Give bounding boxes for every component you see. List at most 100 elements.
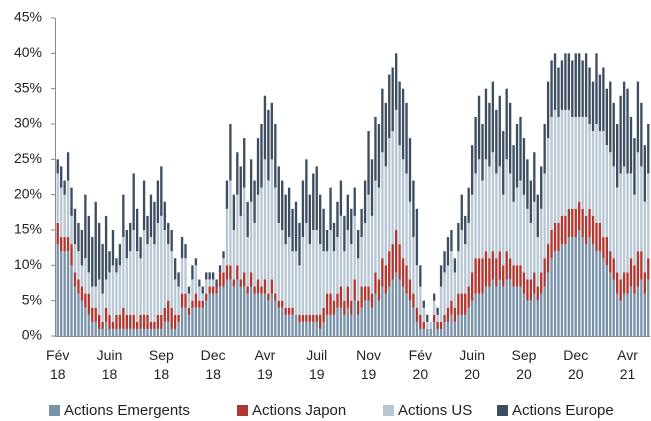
bar-segment — [640, 102, 643, 167]
bar-segment — [453, 258, 457, 273]
bar-segment — [287, 314, 291, 336]
bar-segment — [263, 293, 267, 336]
bar-segment — [498, 279, 501, 336]
bar-segment — [184, 244, 187, 259]
bar-segment — [201, 307, 204, 336]
bar-segment — [236, 152, 239, 195]
bar-segment — [287, 187, 291, 238]
bar-segment — [464, 215, 467, 245]
bar-segment — [578, 53, 581, 117]
bar-segment — [591, 215, 595, 245]
bar-segment — [236, 194, 239, 266]
bar-segment — [363, 180, 367, 223]
bar-segment — [481, 124, 484, 181]
bar-segment — [584, 53, 588, 117]
bar-segment — [236, 279, 239, 336]
bar-segment — [187, 307, 191, 315]
bar-segment — [315, 166, 318, 230]
bar-segment — [419, 286, 422, 315]
bar-segment — [616, 293, 619, 336]
bar-segment — [274, 300, 277, 336]
bar-segment — [429, 328, 432, 336]
bar-segment — [91, 307, 94, 322]
bar-segment — [609, 251, 612, 273]
bar-segment — [502, 131, 505, 195]
bar-segment — [270, 293, 274, 336]
bar-segment — [460, 314, 463, 336]
bar-segment — [388, 286, 391, 336]
bar-segment — [170, 251, 173, 308]
bar-segment — [153, 244, 156, 322]
legend-swatch — [49, 405, 60, 416]
bar-segment — [477, 159, 481, 259]
bar-segment — [246, 286, 249, 294]
bar-segment — [198, 307, 201, 336]
bar-segment — [184, 307, 187, 336]
bar-segment — [301, 314, 305, 322]
y-tick-label: 40% — [14, 44, 42, 60]
y-tick-label: 5% — [22, 291, 42, 307]
bar-segment — [391, 131, 394, 245]
bar-segment — [412, 180, 415, 238]
bar-segment — [546, 244, 550, 273]
bar-segment — [108, 251, 111, 273]
bar-segment — [108, 328, 111, 336]
bar-segment — [315, 314, 318, 322]
bar-segment — [135, 208, 139, 252]
bar-segment — [97, 314, 101, 329]
bar-segment — [616, 272, 619, 294]
bar-segment — [588, 237, 591, 336]
bar-segment — [173, 258, 177, 280]
bar-segment — [191, 307, 194, 336]
bar-segment — [343, 251, 346, 301]
bar-segment — [401, 258, 405, 287]
bar-segment — [350, 314, 353, 336]
bar-segment — [298, 321, 301, 336]
bar-segment — [263, 95, 267, 160]
bar-segment — [591, 81, 595, 132]
bar-segment — [322, 321, 325, 336]
bar-segment — [584, 116, 588, 216]
bar-segment — [477, 95, 481, 160]
bar-segment — [488, 102, 491, 167]
bar-segment — [384, 293, 387, 336]
bar-segment — [312, 321, 315, 336]
bar-segment — [574, 237, 577, 336]
bar-segment — [346, 230, 349, 287]
y-tick-label: 0% — [22, 327, 42, 343]
bar-segment — [135, 321, 139, 329]
bar-segment — [605, 265, 609, 336]
bar-segment — [222, 258, 225, 273]
bar-segment — [91, 237, 94, 287]
bar-segment — [167, 300, 170, 322]
bar-segment — [460, 230, 463, 294]
bar-segment — [436, 321, 439, 329]
bar-segment — [581, 60, 584, 117]
bar-segment — [194, 265, 198, 294]
bar-segment — [446, 307, 450, 322]
bar-segment — [564, 109, 567, 216]
bar-segment — [142, 314, 146, 329]
bar-segment — [419, 328, 422, 336]
bar-segment — [66, 237, 70, 252]
bar-segment — [339, 180, 343, 216]
bar-segment — [205, 293, 208, 301]
bar-segment — [595, 53, 598, 125]
bar-segment — [194, 258, 198, 266]
bar-segment — [622, 272, 626, 294]
bar-segment — [243, 272, 246, 287]
bar-segment — [508, 102, 512, 174]
bar-segment — [598, 74, 602, 132]
bar-segment — [498, 251, 501, 280]
bar-segment — [422, 328, 425, 336]
bar-segment — [432, 314, 436, 322]
bar-segment — [519, 180, 522, 266]
bar-segment — [173, 328, 177, 336]
bar-segment — [249, 272, 253, 287]
bar-segment — [453, 321, 457, 336]
bar-segment — [84, 258, 87, 294]
bar-segment — [125, 314, 128, 329]
bar-segment — [104, 215, 108, 280]
bar-segment — [111, 328, 115, 336]
bar-segment — [391, 279, 394, 336]
